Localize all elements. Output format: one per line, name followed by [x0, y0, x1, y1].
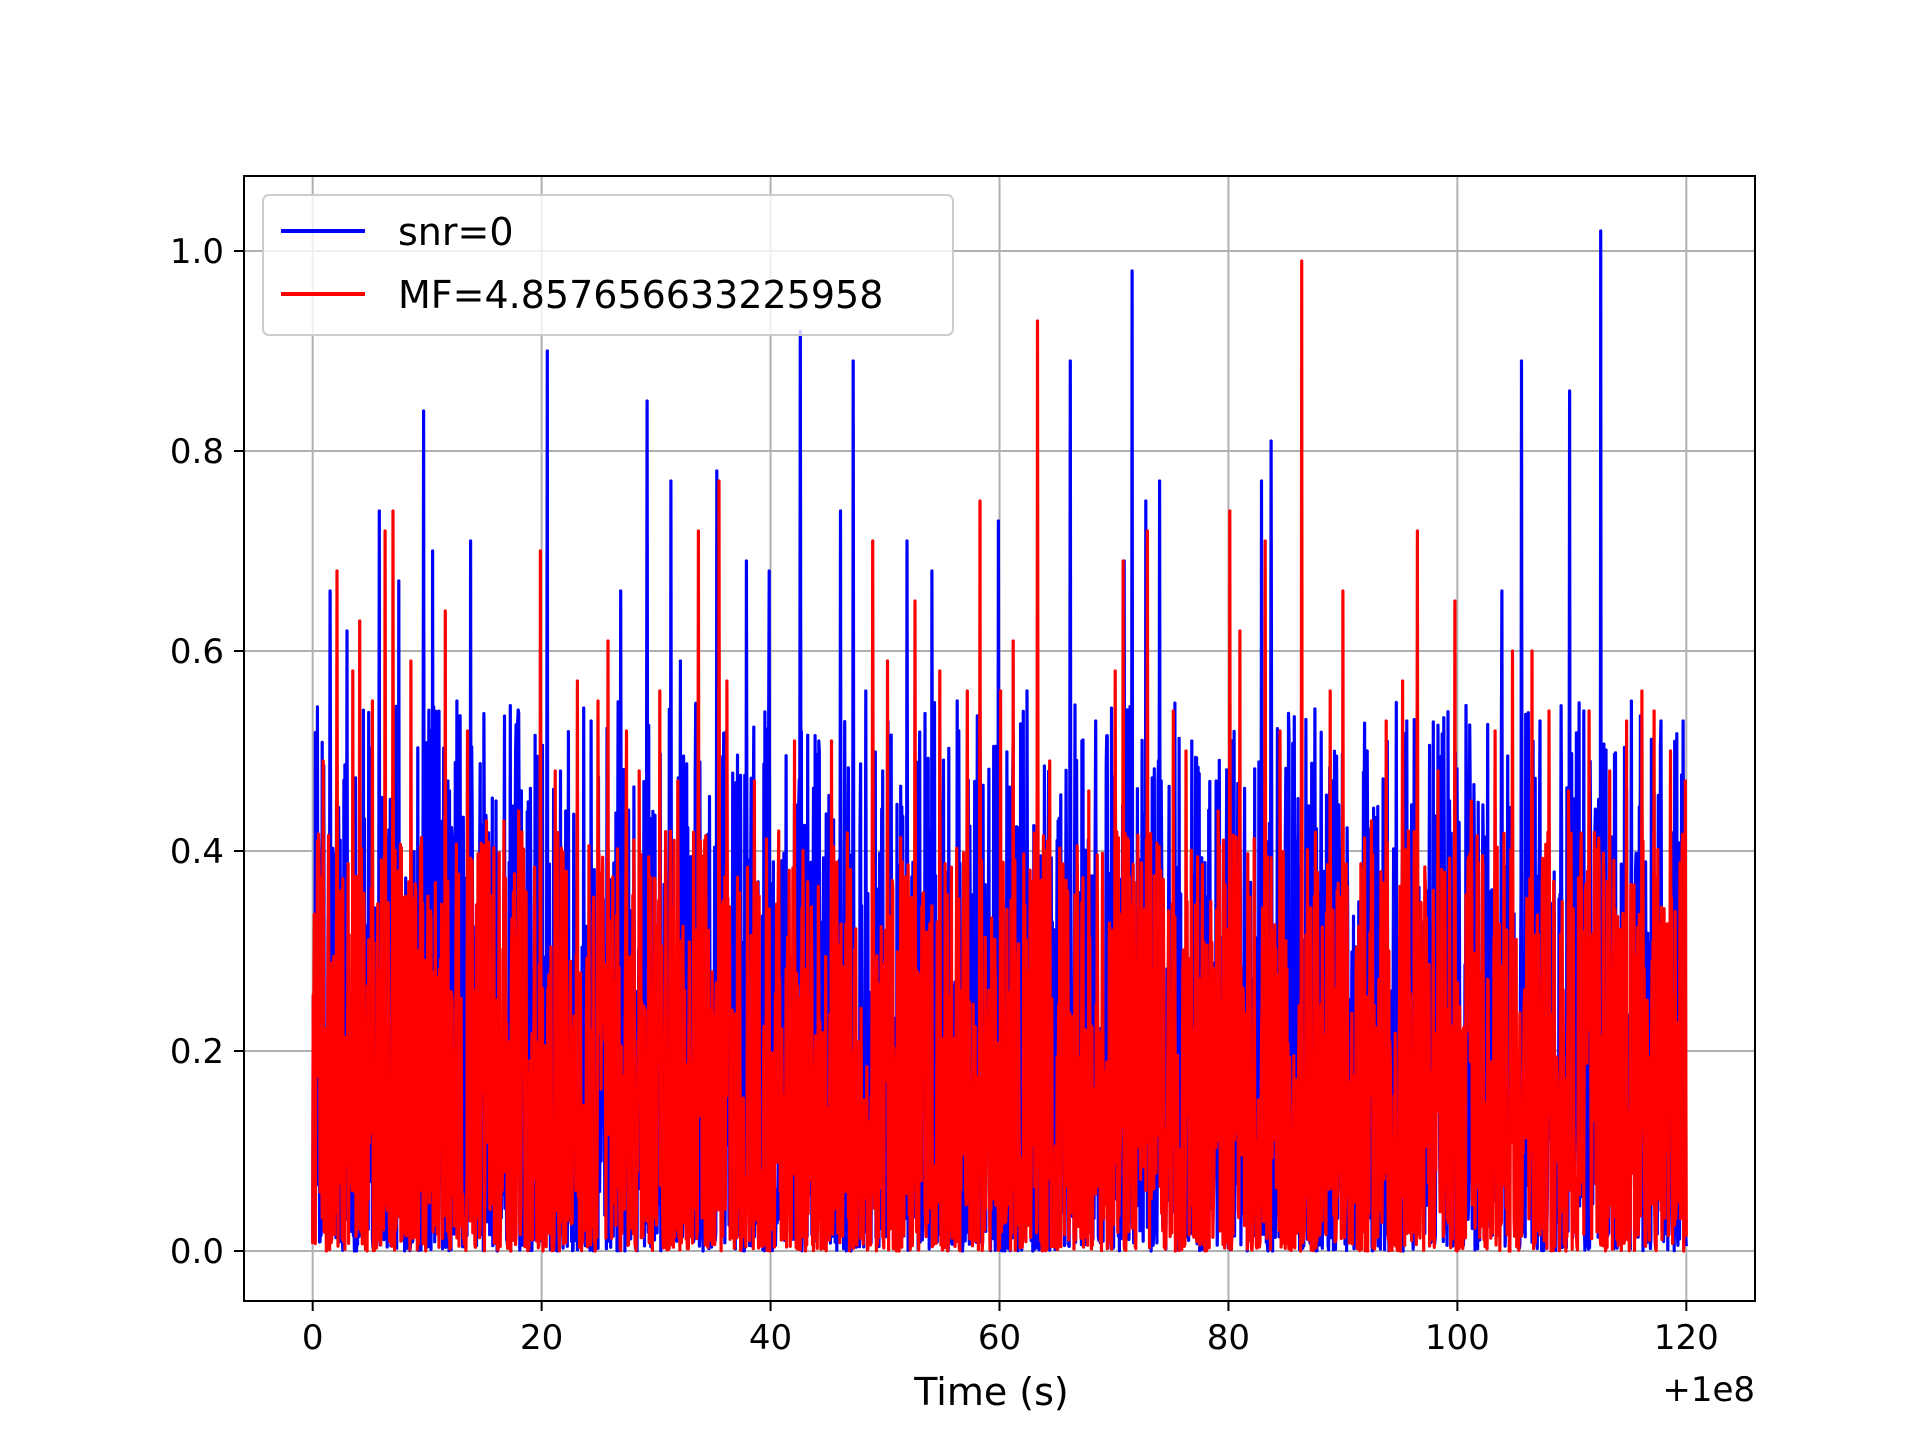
- legend-entry: snr=0: [398, 210, 514, 254]
- x-tick-label: 40: [749, 1318, 792, 1358]
- y-tick-label: 0.8: [170, 432, 224, 472]
- x-tick-label: 100: [1425, 1318, 1490, 1358]
- axis-ticks: 0 20 40 60 80 100 120 0.0 0.2 0.4 0.6 0.8 1.0: [170, 232, 1719, 1358]
- y-tick-label: 0.4: [170, 832, 224, 872]
- x-tick-label: 120: [1654, 1318, 1719, 1358]
- legend-entry: MF=4.857656633225958: [398, 273, 883, 317]
- y-tick-label: 0.0: [170, 1232, 224, 1272]
- legend-box: [262, 194, 954, 336]
- x-axis-offset-label: +1e8: [1662, 1370, 1755, 1410]
- legend: snr=0 MF=4.857656633225958: [262, 194, 954, 336]
- x-tick-label: 0: [302, 1318, 324, 1358]
- x-tick-label: 60: [978, 1318, 1021, 1358]
- x-tick-label: 80: [1207, 1318, 1250, 1358]
- x-axis-label: Time (s): [913, 1370, 1069, 1414]
- y-tick-label: 0.6: [170, 632, 224, 672]
- x-tick-label: 20: [520, 1318, 563, 1358]
- y-tick-label: 1.0: [170, 232, 224, 272]
- y-tick-label: 0.2: [170, 1032, 224, 1072]
- series-line-mf: [311, 259, 1688, 1253]
- series-layer: [311, 229, 1688, 1253]
